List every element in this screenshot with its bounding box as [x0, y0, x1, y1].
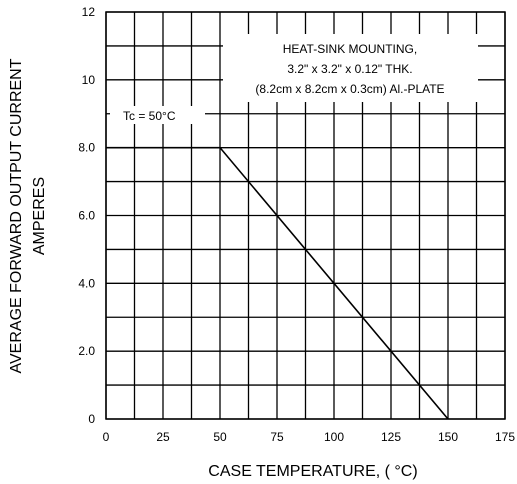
y-tick-label: 10 [82, 73, 96, 87]
x-tick-label: 75 [270, 430, 284, 444]
plot-frame [105, 11, 506, 420]
y-axis-title-line-1: AVERAGE FORWARD OUTPUT CURRENT [8, 58, 25, 373]
derating-curve [106, 146, 449, 420]
y-tick-label: 4.0 [78, 276, 95, 290]
heat-sink-line-2: 3.2" x 3.2" x 0.12" THK. [287, 62, 412, 76]
heat-sink-box [223, 34, 478, 102]
heat-sink-line-1: HEAT-SINK MOUNTING, [283, 42, 417, 56]
y-tick-label: 8.0 [78, 141, 95, 155]
y-tick-labels: 0 2.0 4.0 6.0 8.0 10 12 [78, 5, 95, 426]
heat-sink-line-3: (8.2cm x 8.2cm x 0.3cm) Al.-PLATE [255, 82, 444, 96]
y-tick-label: 0 [88, 412, 95, 426]
series-group [106, 146, 449, 420]
x-tick-label: 125 [381, 430, 401, 444]
x-tick-label: 150 [438, 430, 458, 444]
x-tick-label: 100 [324, 430, 344, 444]
x-tick-label: 50 [213, 430, 227, 444]
x-axis-title: CASE TEMPERATURE, ( °C) [208, 463, 417, 480]
x-tick-label: 25 [156, 430, 170, 444]
x-tick-labels: 0 25 50 75 100 125 150 175 [103, 430, 516, 444]
tc-label-bg [110, 106, 205, 124]
y-tick-label: 2.0 [78, 344, 95, 358]
y-tick-label: 12 [82, 5, 96, 19]
x-tick-label: 175 [495, 430, 515, 444]
y-tick-label: 6.0 [78, 209, 95, 223]
x-tick-label: 0 [103, 430, 110, 444]
tc-label: Tc = 50°C [123, 109, 176, 123]
y-axis-title-line-2: AMPERES [31, 177, 48, 255]
